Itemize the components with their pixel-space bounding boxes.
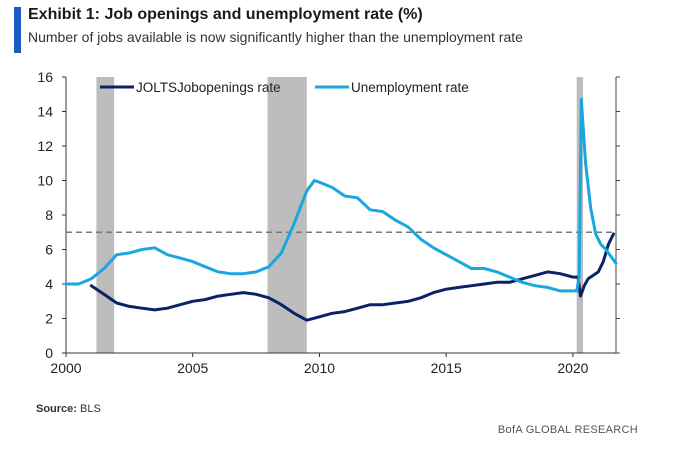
line-chart: 0 2 4 6 8 10 12 14 16 2000 2005 2010 2015 2020 JOLTSJ… bbox=[37, 69, 620, 376]
x-tick-label: 2020 bbox=[557, 360, 588, 376]
chart-title: Exhibit 1: Job openings and unemployment… bbox=[28, 6, 423, 23]
y-tick-label: 10 bbox=[37, 173, 53, 189]
x-tick-label: 2005 bbox=[177, 360, 208, 376]
legend-label-1: Unemployment rate bbox=[351, 80, 469, 95]
x-tick-label: 2010 bbox=[304, 360, 335, 376]
y-tick-label: 4 bbox=[45, 276, 53, 292]
y-tick-label: 6 bbox=[45, 242, 53, 258]
chart-series bbox=[64, 97, 618, 322]
chart-legend: JOLTSJobopenings rate Unemployment rate bbox=[100, 80, 469, 95]
series-line-jolts bbox=[89, 232, 615, 322]
y-tick-label: 16 bbox=[37, 69, 53, 85]
y-tick-label: 2 bbox=[45, 311, 53, 327]
y-tick-label: 0 bbox=[45, 345, 53, 361]
x-tick-label: 2000 bbox=[50, 360, 81, 376]
source-note: Source: BLS bbox=[36, 403, 101, 415]
source-label: Source: bbox=[36, 403, 77, 415]
recession-band-0 bbox=[96, 77, 115, 353]
series-line-unemployment bbox=[64, 97, 618, 293]
brand-footer: BofA GLOBAL RESEARCH bbox=[497, 424, 638, 436]
title-accent-bar bbox=[14, 7, 21, 53]
x-tick-label: 2015 bbox=[431, 360, 462, 376]
recession-band-1 bbox=[267, 77, 307, 353]
y-tick-label: 8 bbox=[45, 207, 53, 223]
y-tick-label: 12 bbox=[37, 138, 53, 154]
recession-bands bbox=[96, 77, 584, 353]
y-tick-label: 14 bbox=[37, 104, 53, 120]
source-value: BLS bbox=[80, 403, 101, 415]
chart-subtitle: Number of jobs available is now signific… bbox=[28, 29, 523, 45]
chart-axes: 0 2 4 6 8 10 12 14 16 2000 2005 2010 2015 2020 bbox=[37, 69, 620, 376]
legend-label-0: JOLTSJobopenings rate bbox=[136, 80, 281, 95]
